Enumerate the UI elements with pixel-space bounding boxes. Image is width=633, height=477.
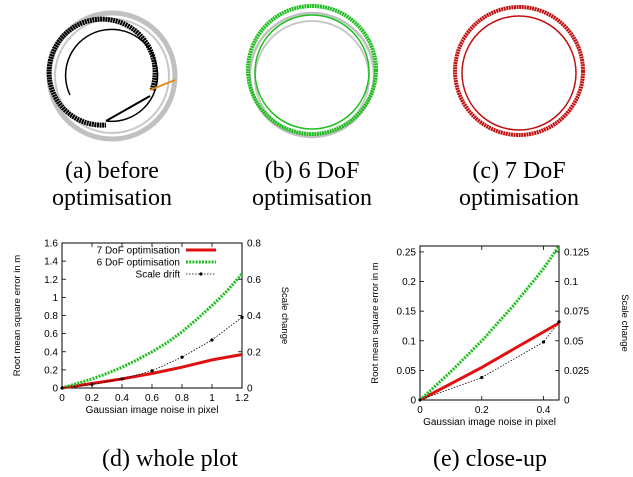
legend-label: 7 DoF optimisation [97,246,180,257]
x-tick-label: 0 [417,405,423,416]
x-tick-label: 0.2 [475,405,489,416]
y-tick-label: 1.2 [44,275,58,286]
x-tick-label: 0.4 [537,405,551,416]
scale-drift-point [180,355,184,359]
x-tick-label: 0 [59,393,65,404]
scale-drift-point [150,369,154,373]
x-tick-label: 1 [209,393,215,404]
y-tick-label: 1.4 [44,257,58,268]
y-axis-label: Root mean square error in m [370,262,381,384]
y-tick-label: 1 [52,293,58,304]
y2-tick-label: 0.6 [247,275,261,286]
y2-axis-label: Scale change [279,287,290,345]
caption-e: (e) close-up [433,446,547,472]
x-axis-label: Gaussian image noise in pixel [86,405,219,416]
caption-a-line2: optimisation [52,185,172,211]
scale-drift-point [210,338,214,342]
caption-b: (b) 6 DoF optimisation [222,158,402,212]
caption-b-line2: optimisation [252,185,372,211]
caption-d: (d) whole plot [102,446,238,472]
scale-drift-point [90,382,94,386]
caption-b-line1: (b) 6 DoF [264,158,360,184]
plot-frame [419,245,560,401]
x-tick-label: 0.2 [85,393,99,404]
y2-tick-label: 0.1 [564,277,578,288]
estimated-trajectory-inner [64,28,159,123]
trajectory-panels [46,4,585,142]
loop-closure-line [149,79,176,91]
caption-a: (a) before optimisation [22,158,202,212]
scale-drift-point [541,340,546,344]
caption-c: (c) 7 DoF optimisation [429,158,609,212]
y2-tick-label: 0.05 [564,336,584,347]
y2-tick-label: 0 [564,396,570,407]
chart-whole-plot: 0 0.2 0.4 0.6 0.8 1 1.200.20.40.60.811.21.41.6… [12,239,290,417]
scale-drift-point [120,377,124,381]
y-tick-label: 0 [52,384,58,395]
x-axis-label: Gaussian image noise in pixel [423,417,556,428]
y-tick-label: 0.6 [44,329,58,340]
estimated-trajectory-outer [246,4,378,136]
caption-a-line1: (a) before [65,158,159,184]
y-tick-label: 0.25 [397,247,417,258]
y2-tick-label: 0.025 [564,366,589,377]
scale-drift-point [557,320,561,324]
trajectory-panel-c [453,5,585,137]
y2-tick-label: 0.8 [247,239,261,250]
scale-drift-point [418,398,422,402]
series-line-1 [419,321,560,402]
caption-c-line1: (c) 7 DoF [472,158,566,184]
y2-tick-label: 0.2 [247,347,261,358]
y-tick-label: 0.8 [44,311,58,322]
estimated-trajectory-outer [46,16,158,128]
y2-axis-label: Scale change [619,294,630,352]
x-tick-label: 0.4 [115,393,129,404]
y-axis-label: Root mean square error in m [12,255,23,377]
y-tick-label: 0.4 [44,347,58,358]
chart-close-up: 0 0.2 0.4 0 0.05 0.1 0.15 0.2 0.25 0 0.025 0.05 0.07… [370,245,630,428]
scale-drift-point [60,386,64,390]
y2-tick-label: 0 [247,384,253,395]
y2-tick-label: 0.125 [564,247,589,258]
y-tick-label: 0 [410,396,416,407]
legend-label: 6 DoF optimisation [97,258,180,269]
estimated-trajectory-outer [453,5,585,137]
estimated-trajectory-inner [254,14,370,130]
y-tick-label: 0.15 [397,307,417,318]
trajectory-panel-a [46,10,178,142]
y-tick-label: 0.2 [44,365,58,376]
drift-segment [105,95,151,122]
legend-marker [199,272,203,276]
trajectory-panel-b [246,4,378,139]
caption-c-line2: optimisation [459,185,579,211]
estimated-trajectory-inner [461,15,577,131]
series-line-2 [418,245,561,402]
y-tick-label: 0.1 [402,336,416,347]
x-tick-label: 0.6 [145,393,159,404]
series-line-2 [61,272,244,390]
y-tick-label: 0.05 [397,366,417,377]
x-tick-label: 0.8 [175,393,189,404]
legend-label: Scale drift [136,270,181,281]
x-tick-label: 1.2 [235,393,249,404]
scale-drift-point [240,315,244,319]
y-tick-label: 1.6 [44,239,58,250]
y-tick-label: 0.2 [402,277,416,288]
y2-tick-label: 0.4 [247,311,261,322]
scale-drift-point [480,375,484,380]
y2-tick-label: 0.075 [564,307,589,318]
